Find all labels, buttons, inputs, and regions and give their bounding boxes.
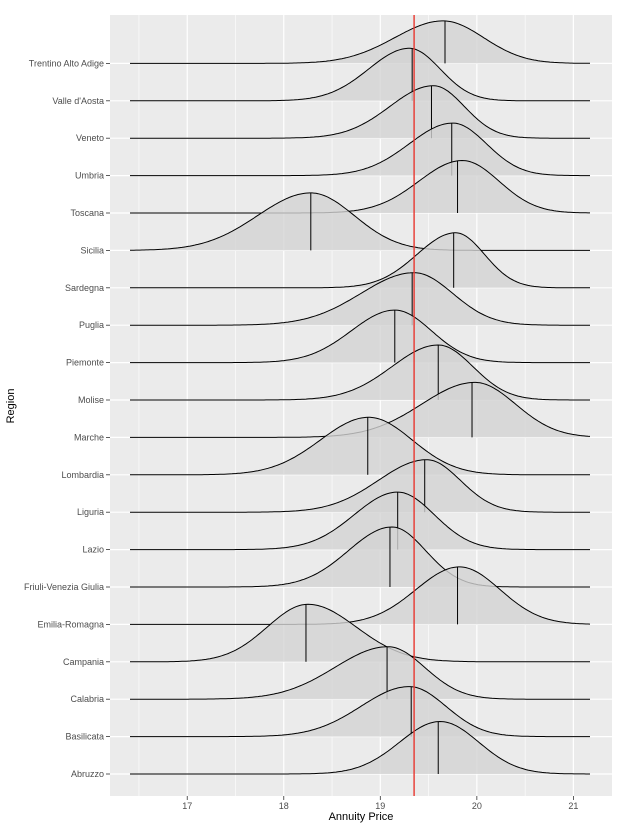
ridge-friuli-venezia-giulia bbox=[130, 526, 590, 588]
ridge-toscana bbox=[130, 159, 590, 214]
ridge-fill bbox=[130, 417, 590, 475]
y-tick-label: Friuli-Venezia Giulia bbox=[24, 582, 104, 592]
ridge-fill bbox=[130, 160, 590, 213]
y-tick-label: Lazio bbox=[82, 545, 104, 555]
ridge-fill bbox=[130, 232, 590, 288]
ridge-fill bbox=[130, 310, 590, 363]
y-tick-label: Toscana bbox=[70, 208, 104, 218]
x-axis-title: Annuity Price bbox=[329, 811, 394, 823]
ridge-basilicata bbox=[130, 686, 590, 738]
y-tick-label: Calabria bbox=[70, 694, 104, 704]
ridge-fill bbox=[130, 85, 590, 139]
ridge-outline bbox=[130, 272, 590, 326]
y-tick-label: Umbria bbox=[75, 171, 104, 181]
x-tick-label: 19 bbox=[375, 801, 385, 811]
ridge-fill bbox=[130, 492, 590, 550]
ridge-fill bbox=[130, 272, 590, 326]
ridge-outline bbox=[130, 47, 590, 102]
y-tick-label: Emilia-Romagna bbox=[37, 619, 104, 629]
y-tick-label: Liguria bbox=[77, 507, 104, 517]
ridge-lombardia bbox=[130, 416, 590, 476]
ridge-fill bbox=[130, 382, 590, 438]
ridge-outline bbox=[130, 20, 590, 64]
ridge-outline bbox=[130, 566, 591, 625]
ridge-sicilia bbox=[130, 192, 590, 251]
ridge-calabria bbox=[130, 646, 590, 700]
ridge-fill bbox=[130, 527, 590, 587]
ridge-outline bbox=[130, 122, 590, 177]
ridge-fill bbox=[130, 48, 590, 101]
ridge-outline bbox=[130, 720, 590, 775]
x-tick-label: 21 bbox=[568, 801, 578, 811]
x-tick-labels: 17 18 19 20 21 bbox=[182, 796, 578, 811]
x-tick-label: 20 bbox=[472, 801, 482, 811]
y-tick-label: Veneto bbox=[76, 133, 104, 143]
y-tick-labels: Trentino Alto Adige Valle d'Aosta Veneto Um… bbox=[24, 58, 110, 779]
y-axis-title: Region bbox=[5, 389, 17, 424]
ridge-layer bbox=[130, 20, 591, 775]
ridge-outline bbox=[130, 192, 590, 251]
ridge-campania bbox=[130, 603, 590, 663]
ridge-outline bbox=[130, 309, 590, 364]
ridge-outline bbox=[130, 159, 590, 214]
x-tick-label: 17 bbox=[182, 801, 192, 811]
y-tick-label: Marche bbox=[74, 432, 104, 442]
ridge-outline bbox=[130, 491, 590, 551]
ridge-outline bbox=[130, 603, 590, 663]
ridge-emilia-romagna bbox=[130, 566, 591, 625]
ridge-trentino-alto-adige bbox=[130, 20, 590, 64]
y-tick-label: Molise bbox=[78, 395, 104, 405]
y-tick-label: Piemonte bbox=[66, 358, 104, 368]
ridge-fill bbox=[130, 192, 590, 251]
y-tick-label: Puglia bbox=[79, 320, 104, 330]
ridge-fill bbox=[130, 721, 590, 774]
ridge-fill bbox=[130, 604, 590, 662]
ridge-outline bbox=[130, 459, 590, 513]
ridge-outline bbox=[130, 344, 590, 401]
ridge-sardegna bbox=[130, 232, 590, 289]
ridge-fill bbox=[130, 566, 590, 625]
ridge-fill bbox=[130, 123, 590, 176]
ridge-fill bbox=[130, 20, 590, 64]
ridge-liguria bbox=[130, 459, 590, 513]
y-tick-label: Valle d'Aosta bbox=[52, 96, 104, 106]
ridge-outline bbox=[130, 686, 590, 738]
y-tick-label: Sicilia bbox=[80, 245, 104, 255]
y-tick-label: Sardegna bbox=[65, 283, 104, 293]
ridge-outline bbox=[130, 85, 590, 139]
ridge-fill bbox=[130, 646, 590, 700]
ridge-outline bbox=[130, 646, 590, 700]
ridge-fill bbox=[130, 686, 590, 737]
y-tick-label: Trentino Alto Adige bbox=[29, 58, 104, 68]
ridge-fill bbox=[130, 459, 590, 513]
x-tick-label: 18 bbox=[279, 801, 289, 811]
y-tick-label: Lombardia bbox=[61, 470, 104, 480]
ridge-outline bbox=[130, 232, 590, 289]
y-tick-label: Basilicata bbox=[65, 732, 104, 742]
ridge-piemonte bbox=[130, 309, 590, 364]
ridge-outline bbox=[130, 526, 590, 588]
ridge-abruzzo bbox=[130, 720, 590, 775]
ridge-outline bbox=[130, 416, 590, 476]
y-tick-label: Abruzzo bbox=[71, 769, 104, 779]
y-tick-label: Campania bbox=[63, 657, 104, 667]
